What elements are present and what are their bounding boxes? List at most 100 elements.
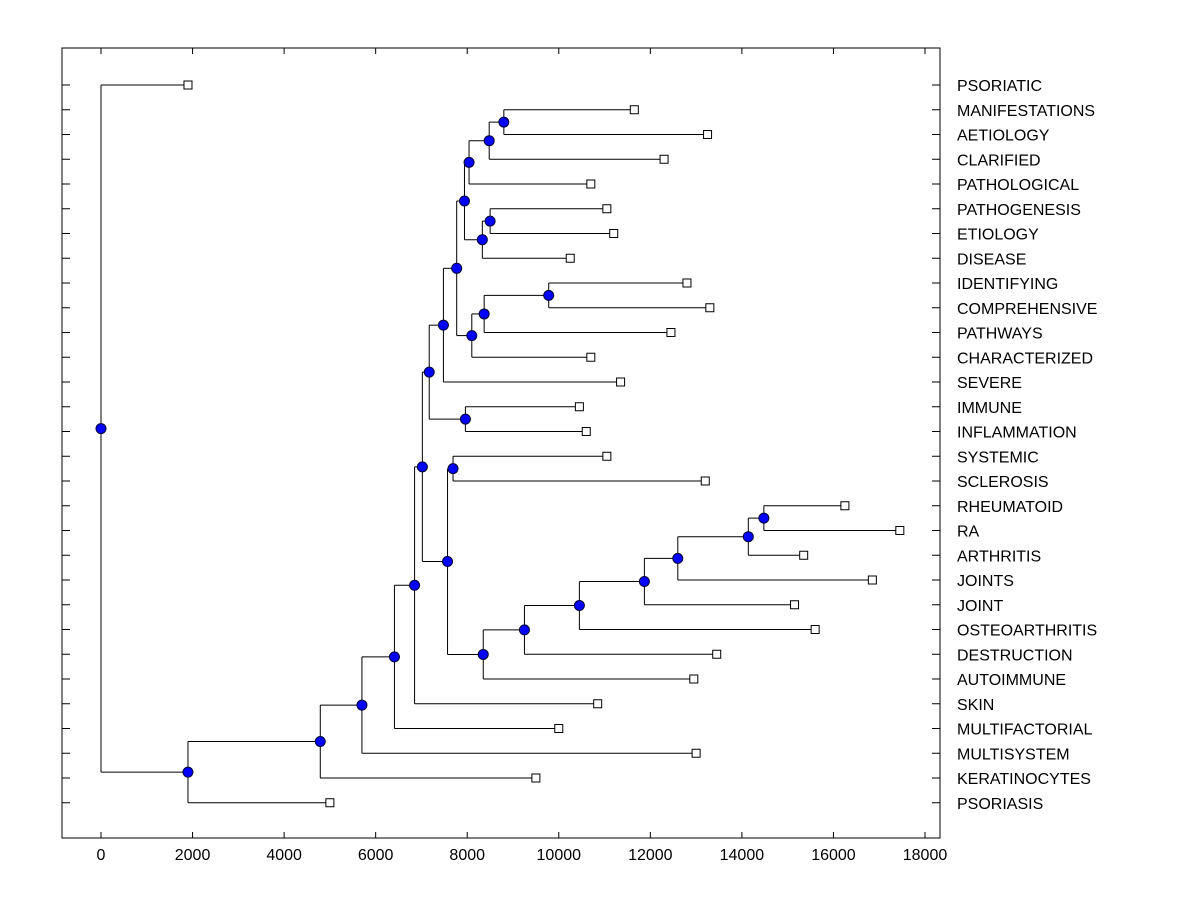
leaf-marker-arthritis (799, 550, 809, 560)
leaf-label-joint: JOINT (957, 598, 1003, 615)
leaf-label-autoimmune: AUTOIMMUNE (957, 672, 1066, 689)
leaf-marker-rheumatoid (840, 501, 850, 511)
x-tick-label: 10000 (537, 847, 582, 864)
leaf-label-immune: IMMUNE (957, 400, 1022, 417)
merge-node-n23 (416, 461, 428, 473)
leaf-labels: PSORIATIC MANIFESTATIONS AETIOLOGY CLARIFIE… (957, 78, 1097, 813)
merge-node-n15 (758, 512, 770, 524)
leaf-marker-destruction (712, 649, 722, 659)
leaf-label-severe: SEVERE (957, 375, 1022, 392)
merge-node-n4 (484, 215, 496, 227)
leaf-label-multifactorial: MULTIFACTORIAL (957, 722, 1093, 739)
x-tick-label: 6000 (358, 847, 394, 864)
merge-node-n1 (498, 116, 510, 128)
leaf-marker-pathways (666, 328, 676, 337)
merge-node-n28 (182, 766, 194, 778)
leaf-marker-characterized (586, 352, 596, 362)
merge-node-n27 (314, 736, 326, 748)
leaf-marker-etiology (609, 229, 619, 238)
leaf-label-psoriatic: PSORIATIC (957, 78, 1042, 95)
leaf-label-psoriasis: PSORIASIS (957, 796, 1043, 813)
merge-node-n14 (447, 463, 459, 475)
leaf-marker-clarified (659, 154, 669, 164)
leaf-marker-pathological (586, 179, 596, 189)
leaf-marker-systemic (602, 451, 612, 461)
leaf-marker-pathogenesis (602, 204, 612, 214)
x-tick-label: 0 (97, 847, 106, 864)
x-tick-label: 12000 (628, 847, 673, 864)
merge-node-n2 (483, 135, 495, 147)
leaf-label-pathogenesis: PATHOGENESIS (957, 202, 1081, 219)
leaf-marker-severe (616, 377, 626, 387)
leaf-marker-manifestations (629, 105, 639, 115)
leaf-marker-comprehensive (705, 303, 715, 313)
leaf-marker-psoriasis (325, 798, 335, 808)
leaf-label-arthritis: ARTHRITIS (957, 548, 1041, 565)
leaf-label-characterized: CHARACTERIZED (957, 350, 1093, 367)
leaf-marker-autoimmune (689, 674, 699, 684)
merge-node-n22 (442, 556, 454, 568)
merge-node-n16 (742, 531, 754, 543)
merge-node-n5 (476, 234, 488, 246)
x-tick-label: 14000 (720, 847, 765, 864)
leaf-label-rheumatoid: RHEUMATOID (957, 499, 1063, 516)
leaf-marker-joint (790, 600, 800, 610)
leaf-marker-identifying (682, 278, 692, 288)
leaf-label-inflammation: INFLAMMATION (957, 425, 1077, 442)
leaf-label-osteoarthritis: OSTEOARTHRITIS (957, 623, 1097, 640)
leaf-label-joints: JOINTS (957, 573, 1014, 590)
merge-node-n7 (543, 289, 555, 301)
leaf-marker-sclerosis (700, 476, 710, 486)
merge-node-n20 (518, 624, 530, 636)
merge-node-n9 (466, 330, 478, 342)
x-tick-label: 2000 (175, 847, 211, 864)
merge-node-n21 (477, 648, 489, 660)
leaf-marker-ra (895, 526, 905, 535)
y-tick-marks (62, 84, 940, 804)
merge-node-n6 (458, 195, 470, 207)
x-axis: 0 2000 4000 6000 8000 10000 12000 14000 16000 180… (97, 48, 948, 864)
leaf-label-aetiology: AETIOLOGY (957, 128, 1050, 145)
leaf-marker-osteoarthritis (810, 625, 820, 634)
leaf-label-pathological: PATHOLOGICAL (957, 177, 1079, 194)
merge-node-n3 (463, 156, 475, 168)
leaf-marker-multifactorial (554, 724, 564, 733)
merge-node-n11 (437, 319, 449, 331)
merge-node-n12 (459, 413, 471, 425)
leaf-marker-joints (867, 575, 877, 585)
leaf-label-identifying: IDENTIFYING (957, 276, 1058, 293)
merge-node-n18 (638, 576, 650, 588)
leaf-marker-skin (593, 699, 603, 709)
leaf-label-keratinocytes: KERATINOCYTES (957, 771, 1091, 788)
leaf-label-systemic: SYSTEMIC (957, 449, 1039, 466)
leaf-label-manifestations: MANIFESTATIONS (957, 103, 1095, 120)
dendrogram-links (100, 84, 900, 804)
leaf-label-comprehensive: COMPREHENSIVE (957, 301, 1097, 318)
x-tick-label: 16000 (811, 847, 856, 864)
leaf-markers (183, 80, 905, 808)
merge-node-n13 (423, 366, 435, 378)
merge-node-n26 (356, 699, 368, 711)
x-tick-label: 8000 (449, 847, 485, 864)
leaf-marker-immune (574, 402, 584, 412)
leaf-marker-disease (565, 253, 575, 263)
leaf-label-sclerosis: SCLEROSIS (957, 474, 1049, 491)
leaf-label-multisystem: MULTISYSTEM (957, 746, 1070, 763)
x-tick-label: 18000 (903, 847, 948, 864)
merge-node-n17 (672, 552, 684, 564)
x-tick-label: 4000 (266, 847, 302, 864)
leaf-label-ra: RA (957, 524, 980, 541)
leaf-marker-keratinocytes (531, 773, 541, 783)
leaf-marker-psoriatic (183, 80, 193, 90)
leaf-label-skin: SKIN (957, 697, 994, 714)
merge-nodes (95, 116, 770, 778)
merge-node-n25 (388, 651, 400, 663)
leaf-marker-inflammation (581, 427, 591, 436)
plot-frame (61, 47, 941, 839)
leaf-label-pathways: PATHWAYS (957, 326, 1043, 343)
merge-node-n24 (409, 579, 421, 591)
merge-node-n19 (573, 600, 585, 612)
leaf-marker-multisystem (691, 748, 701, 758)
leaf-marker-aetiology (703, 130, 713, 139)
